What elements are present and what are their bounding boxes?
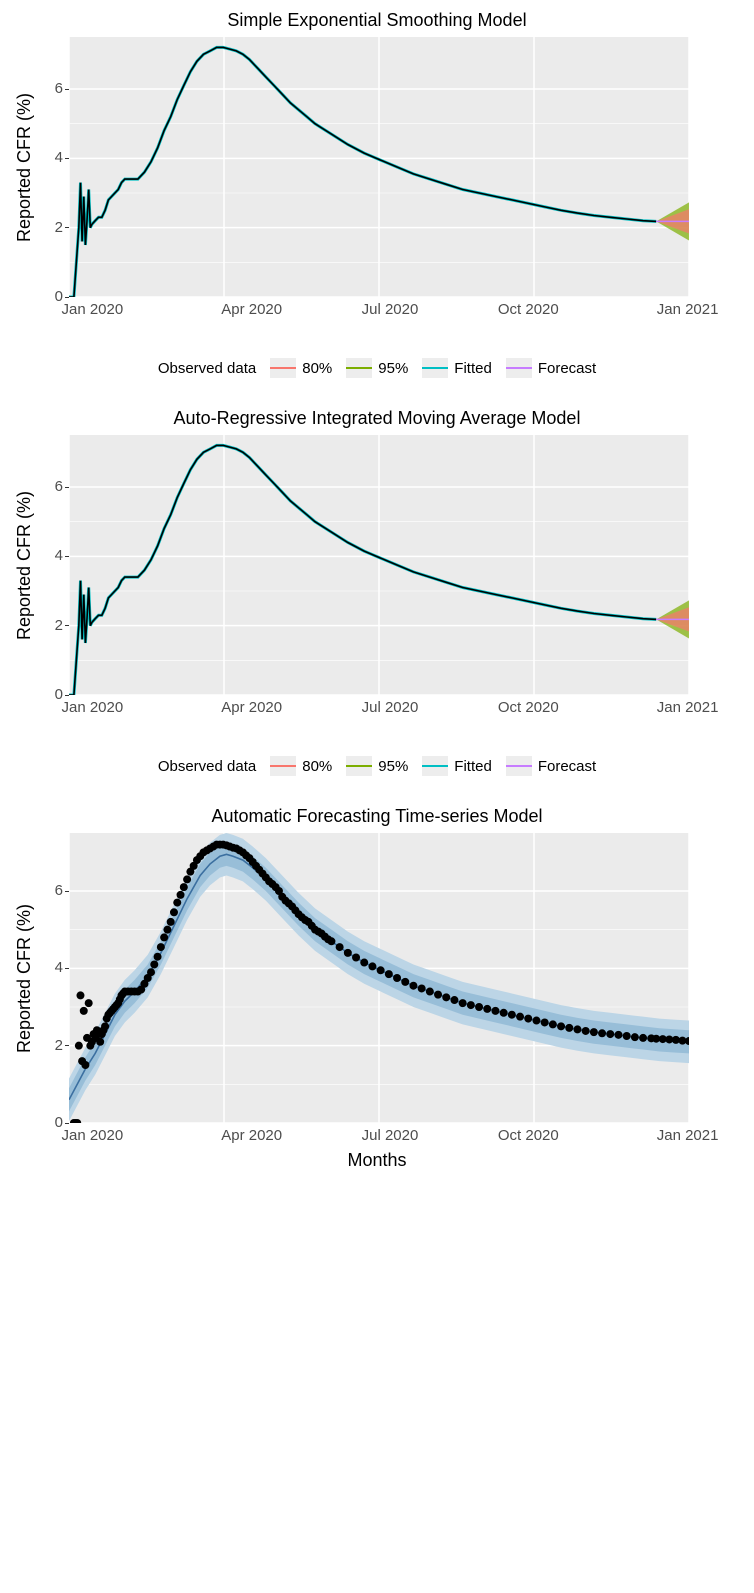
- x-axis-ticks: Jan 2020Apr 2020Jul 2020Oct 2020Jan 2021: [80, 699, 700, 716]
- legend-forecast: Forecast: [506, 756, 596, 776]
- y-axis-ticks: 0246: [39, 37, 69, 297]
- y-axis-ticks: 0246: [39, 833, 69, 1123]
- legend: Observed data 80% 95% Fitted Forecast: [10, 358, 744, 378]
- plot-panel: [69, 833, 744, 1123]
- x-axis-label: Months: [10, 1150, 744, 1171]
- chart-title: Automatic Forecasting Time-series Model: [10, 806, 744, 827]
- legend-forecast: Forecast: [506, 358, 596, 378]
- chart-title: Simple Exponential Smoothing Model: [10, 10, 744, 31]
- y-axis-ticks: 0246: [39, 435, 69, 695]
- chart-ses: Simple Exponential Smoothing Model Repor…: [10, 10, 744, 318]
- y-axis-label: Reported CFR (%): [10, 833, 39, 1123]
- legend-80: 80%: [270, 756, 332, 776]
- x-axis-ticks: Jan 2020Apr 2020Jul 2020Oct 2020Jan 2021: [80, 301, 700, 318]
- legend-observed: Observed data: [158, 758, 256, 775]
- legend-80: 80%: [270, 358, 332, 378]
- legend-fitted: Fitted: [422, 358, 492, 378]
- legend-95: 95%: [346, 756, 408, 776]
- legend-fitted: Fitted: [422, 756, 492, 776]
- legend: Observed data 80% 95% Fitted Forecast: [10, 756, 744, 776]
- chart-auto: Automatic Forecasting Time-series Model …: [10, 806, 744, 1171]
- y-axis-label: Reported CFR (%): [10, 435, 39, 695]
- chart-arima: Auto-Regressive Integrated Moving Averag…: [10, 408, 744, 716]
- x-axis-ticks: Jan 2020Apr 2020Jul 2020Oct 2020Jan 2021: [80, 1127, 700, 1144]
- legend-95: 95%: [346, 358, 408, 378]
- plot-panel: [69, 37, 744, 297]
- chart-title: Auto-Regressive Integrated Moving Averag…: [10, 408, 744, 429]
- plot-panel: [69, 435, 744, 695]
- y-axis-label: Reported CFR (%): [10, 37, 39, 297]
- legend-observed: Observed data: [158, 360, 256, 377]
